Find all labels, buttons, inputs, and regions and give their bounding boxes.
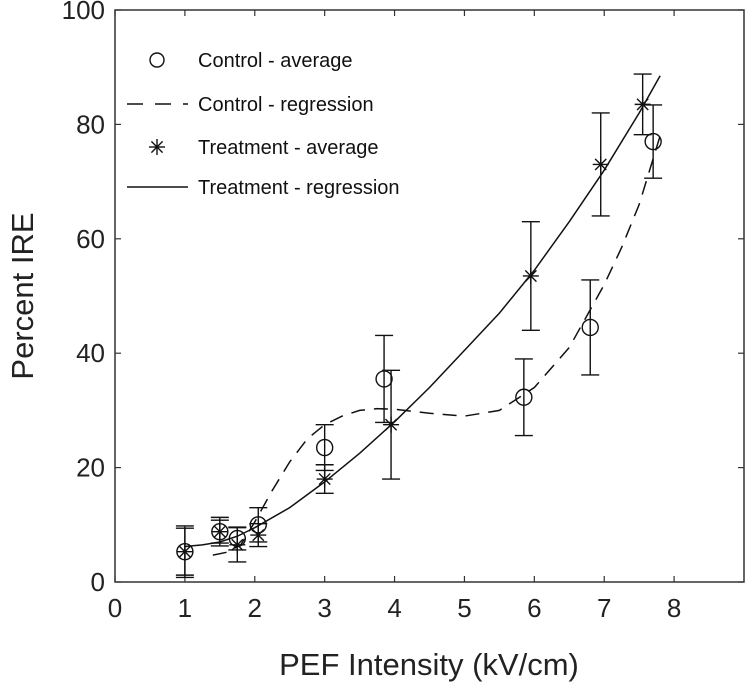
treatment-point — [315, 464, 334, 495]
legend-label: Control - average — [198, 50, 353, 72]
x-tick-label: 6 — [527, 593, 541, 623]
star-stroke — [150, 140, 164, 154]
x-tick-label: 1 — [178, 593, 192, 623]
treatment-point — [228, 526, 247, 563]
star-marker — [250, 527, 267, 544]
star-stroke — [231, 538, 244, 551]
x-tick-label: 8 — [667, 593, 681, 623]
star-stroke — [178, 545, 191, 558]
x-tick-label: 7 — [597, 593, 611, 623]
x-tick-label: 3 — [317, 593, 331, 623]
y-tick-label: 80 — [76, 109, 105, 139]
y-tick-label: 40 — [76, 338, 105, 368]
star-marker — [211, 523, 228, 540]
y-tick-label: 20 — [76, 453, 105, 483]
control-point — [581, 279, 600, 376]
treatment-point — [249, 522, 268, 548]
legend-star-icon — [149, 139, 165, 155]
treatment-point — [175, 525, 194, 579]
treatment-regression-line — [184, 75, 661, 548]
legend-item: Treatment - regression — [127, 177, 400, 199]
x-tick-label: 2 — [248, 593, 262, 623]
y-tick-label: 100 — [62, 0, 105, 25]
x-tick-label: 5 — [457, 593, 471, 623]
treatment-point — [521, 220, 540, 332]
x-tick-label: 0 — [108, 593, 122, 623]
star-marker — [592, 156, 609, 173]
x-tick-label: 4 — [387, 593, 401, 623]
star-stroke — [318, 472, 331, 486]
control-point — [644, 104, 663, 179]
treatment-point — [591, 112, 610, 217]
control-point — [514, 358, 533, 437]
star-stroke — [594, 158, 607, 171]
y-axis-label: Percent IRE — [5, 212, 40, 379]
legend-label: Control - regression — [198, 94, 374, 116]
legend-item: Control - regression — [127, 94, 374, 116]
star-stroke — [213, 525, 226, 538]
legend-label: Treatment - regression — [198, 177, 400, 199]
star-marker — [316, 471, 333, 488]
star-marker — [634, 96, 651, 113]
control-regression-line — [212, 135, 661, 556]
y-tick-label: 60 — [76, 224, 105, 254]
circle-marker — [644, 132, 662, 151]
legend-item: Control - average — [149, 50, 353, 72]
legend-item: Treatment - average — [149, 137, 378, 159]
circle-marker — [515, 388, 533, 406]
axes-box — [114, 9, 745, 583]
treatment-point — [210, 519, 229, 544]
control-point — [315, 424, 334, 472]
star-marker — [229, 536, 246, 553]
star-stroke — [252, 529, 265, 542]
circle-marker — [581, 318, 599, 337]
x-axis-label: PEF Intensity (kV/cm) — [279, 647, 579, 682]
legend: Control - average Control - regression Tre… — [127, 50, 400, 199]
treatment-point — [633, 73, 652, 136]
circle-marker — [315, 438, 334, 457]
y-tick-label: 0 — [91, 567, 105, 597]
legend-circle-icon — [149, 52, 165, 68]
legend-label: Treatment - average — [198, 137, 378, 159]
